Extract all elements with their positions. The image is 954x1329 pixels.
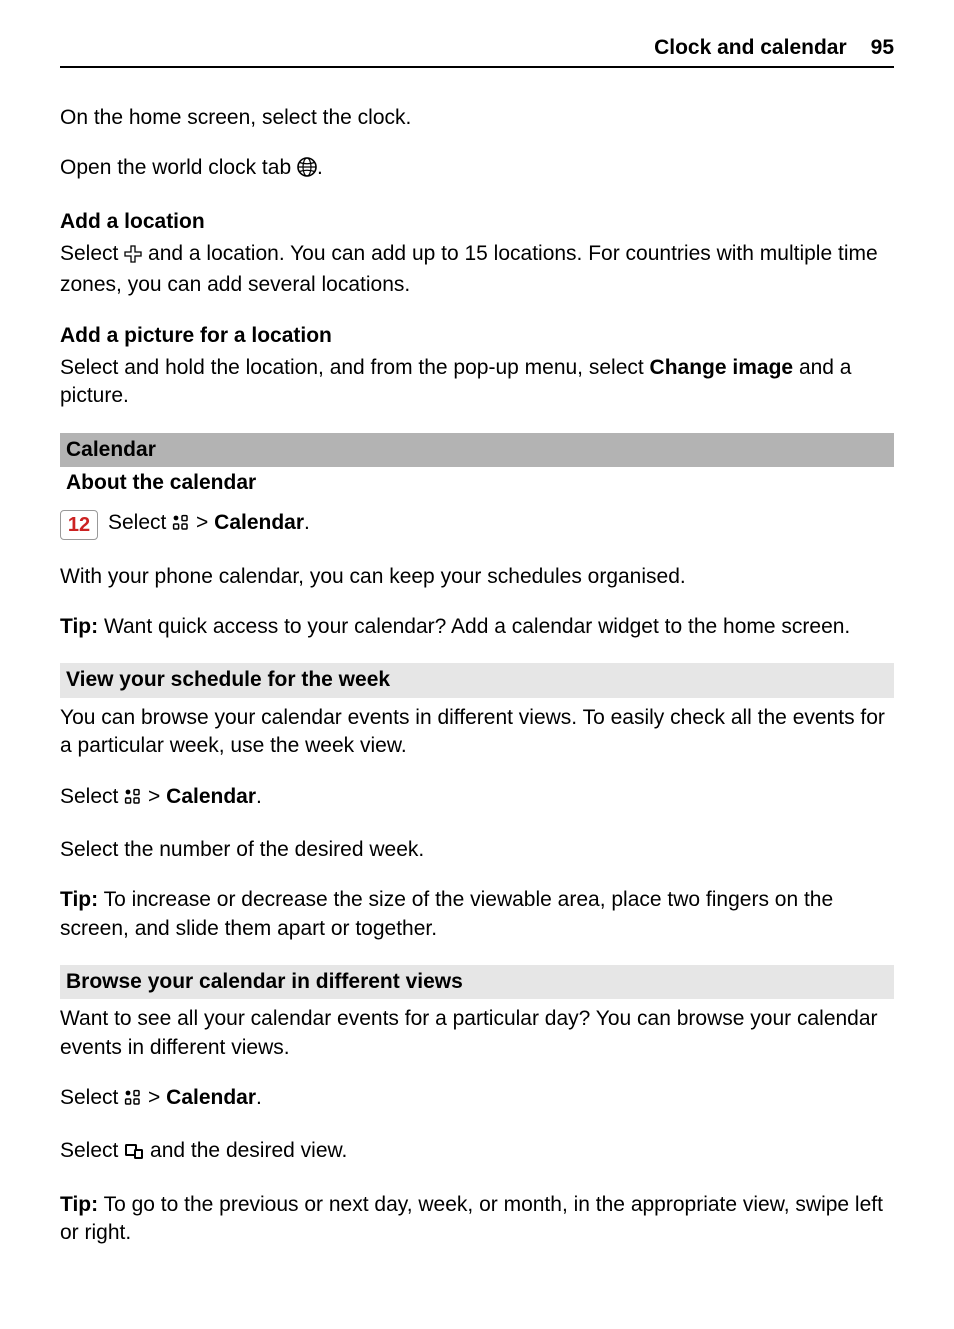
week-view-calendar-label: Calendar	[166, 785, 256, 808]
calendar-period: .	[304, 511, 310, 534]
body-content: On the home screen, select the clock. Op…	[60, 104, 894, 1247]
tip-label: Tip:	[60, 615, 98, 638]
browse-views-body-2-post: and the desired view.	[150, 1139, 347, 1162]
calendar-select-line: 12 Select > Calendar.	[60, 509, 894, 540]
menu-grid-icon	[172, 512, 190, 540]
week-view-body-2: Select the number of the desired week.	[60, 836, 894, 864]
about-calendar-heading: About the calendar	[60, 469, 894, 497]
calendar-select-text: Select > Calendar.	[108, 509, 310, 540]
menu-grid-icon	[124, 786, 142, 814]
calendar-view-icon	[124, 1140, 144, 1168]
browse-views-period: .	[256, 1086, 262, 1109]
header-page-number: 95	[871, 36, 894, 60]
document-page: Clock and calendar 95 On the home screen…	[0, 0, 954, 1329]
week-view-heading: View your schedule for the week	[60, 663, 894, 697]
running-header: Clock and calendar 95	[60, 36, 894, 68]
calendar-select-pre: Select	[108, 511, 172, 534]
week-view-tip: Tip: To increase or decrease the size of…	[60, 886, 894, 943]
calendar-section-heading: Calendar	[60, 433, 894, 467]
tip-label: Tip:	[60, 888, 98, 911]
browse-views-calendar-label: Calendar	[166, 1086, 256, 1109]
header-section-title: Clock and calendar	[654, 36, 847, 60]
add-picture-body: Select and hold the location, and from t…	[60, 354, 894, 411]
week-view-arrow: >	[148, 785, 166, 808]
menu-grid-icon	[124, 1087, 142, 1115]
add-location-body: Select and a location. You can add up to…	[60, 240, 894, 300]
calendar-12-icon: 12	[60, 510, 98, 540]
add-picture-body-bold: Change image	[650, 356, 794, 379]
intro-line-2-pre: Open the world clock tab	[60, 156, 297, 179]
intro-line-1: On the home screen, select the clock.	[60, 104, 894, 132]
calendar-tip-1-body: Want quick access to your calendar? Add …	[104, 615, 850, 638]
week-view-period: .	[256, 785, 262, 808]
globe-icon	[297, 157, 317, 185]
browse-views-body-1: Want to see all your calendar events for…	[60, 1005, 894, 1062]
add-picture-body-pre: Select and hold the location, and from t…	[60, 356, 650, 379]
about-calendar-body: With your phone calendar, you can keep y…	[60, 563, 894, 591]
week-view-select-line: Select > Calendar.	[60, 783, 894, 814]
browse-views-heading: Browse your calendar in different views	[60, 965, 894, 999]
browse-views-select-pre: Select	[60, 1086, 124, 1109]
tip-label: Tip:	[60, 1193, 98, 1216]
browse-views-body-2-pre: Select	[60, 1139, 124, 1162]
week-view-body-1: You can browse your calendar events in d…	[60, 704, 894, 761]
add-location-heading: Add a location	[60, 208, 894, 236]
calendar-arrow: >	[196, 511, 214, 534]
plus-icon	[124, 243, 142, 271]
add-location-body-pre: Select	[60, 242, 124, 265]
add-picture-heading: Add a picture for a location	[60, 322, 894, 350]
calendar-tip-1: Tip: Want quick access to your calendar?…	[60, 613, 894, 641]
browse-views-select-line: Select > Calendar.	[60, 1084, 894, 1115]
week-view-select-pre: Select	[60, 785, 124, 808]
week-view-tip-body: To increase or decrease the size of the …	[60, 888, 833, 939]
calendar-label: Calendar	[214, 511, 304, 534]
browse-views-tip: Tip: To go to the previous or next day, …	[60, 1191, 894, 1248]
intro-line-2-post: .	[317, 156, 323, 179]
browse-views-select-view-line: Select and the desired view.	[60, 1137, 894, 1168]
browse-views-arrow: >	[148, 1086, 166, 1109]
intro-line-2: Open the world clock tab .	[60, 154, 894, 185]
browse-views-tip-body: To go to the previous or next day, week,…	[60, 1193, 883, 1244]
add-location-body-post: and a location. You can add up to 15 loc…	[60, 242, 878, 296]
